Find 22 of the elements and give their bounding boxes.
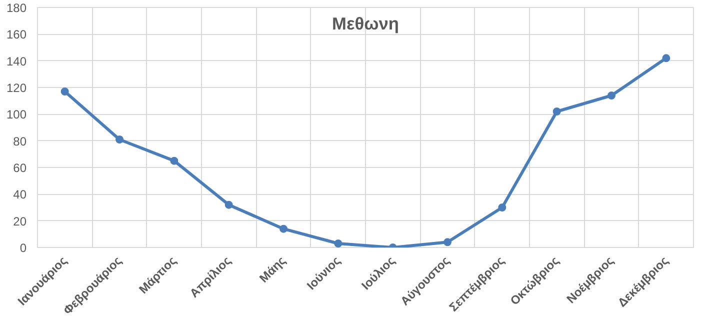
y-tick-label: 180 xyxy=(6,1,27,15)
y-tick-label: 60 xyxy=(13,161,27,175)
y-tick-label: 0 xyxy=(20,241,27,255)
point xyxy=(116,136,124,144)
point xyxy=(662,54,670,62)
y-tick-label: 160 xyxy=(6,28,27,42)
y-tick-label: 100 xyxy=(6,108,27,122)
point xyxy=(224,200,233,209)
y-tick-label: 80 xyxy=(13,134,27,148)
point xyxy=(498,204,506,212)
point xyxy=(170,156,178,165)
point xyxy=(552,108,561,116)
point xyxy=(60,88,69,96)
point xyxy=(334,240,342,248)
point xyxy=(444,238,452,246)
y-tick-label: 20 xyxy=(13,214,27,228)
y-tick-label: 140 xyxy=(6,54,27,68)
point xyxy=(608,92,616,100)
y-tick-label: 40 xyxy=(13,188,27,202)
point xyxy=(280,224,288,233)
chart-title: Μεθωνη xyxy=(332,14,399,34)
y-tick-label: 120 xyxy=(6,81,27,95)
